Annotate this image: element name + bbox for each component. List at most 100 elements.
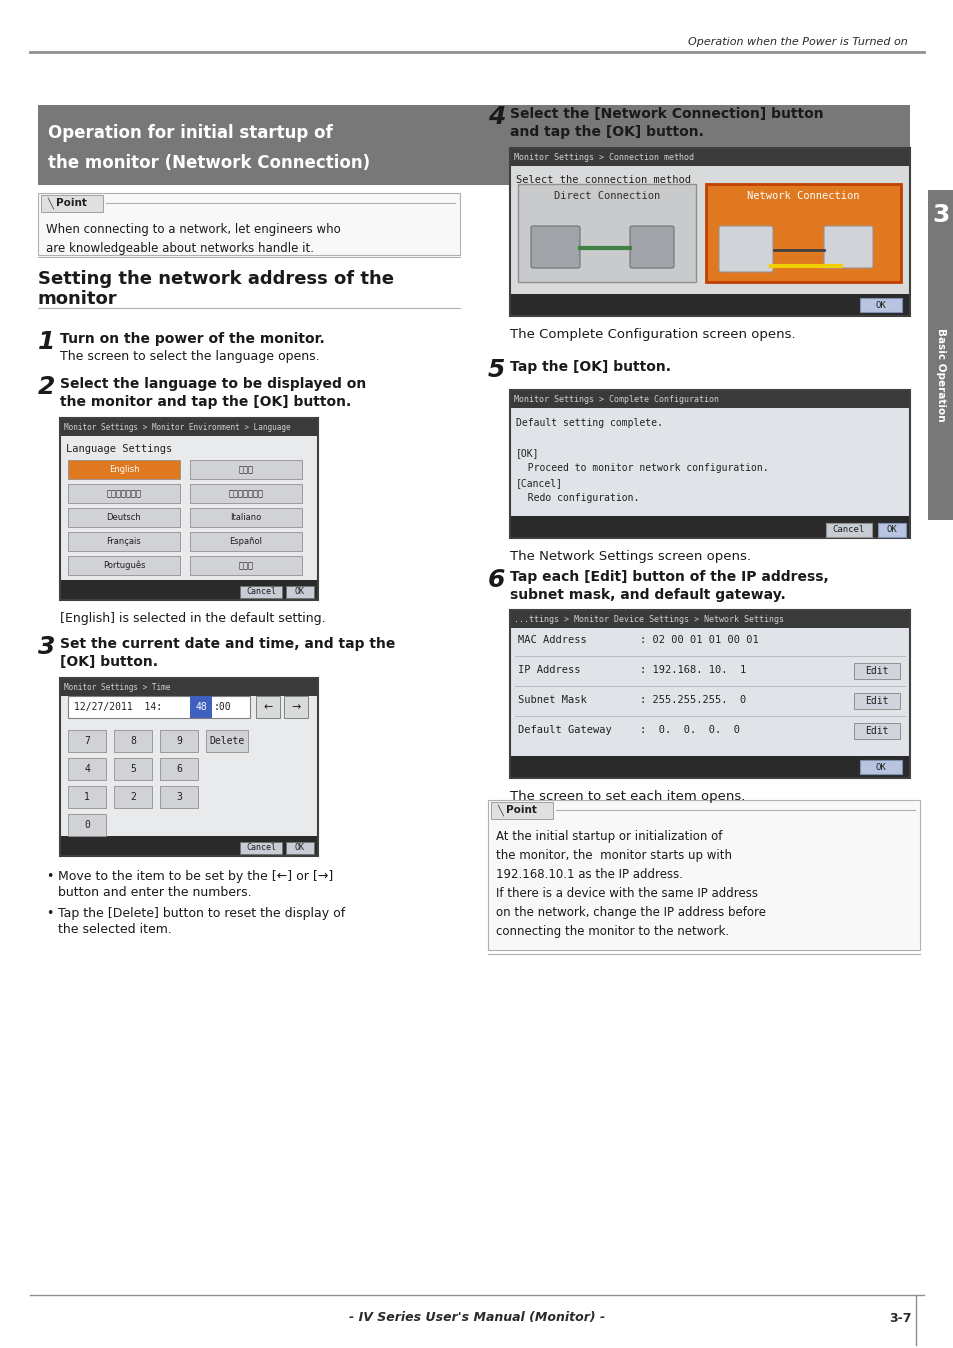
Text: : 255.255.255.  0: : 255.255.255. 0 (639, 696, 745, 705)
Text: the selected item.: the selected item. (58, 923, 172, 936)
FancyBboxPatch shape (510, 390, 909, 408)
FancyBboxPatch shape (68, 508, 180, 527)
Text: 5: 5 (488, 359, 505, 381)
Text: When connecting to a network, let engineers who
are knowledgeable about networks: When connecting to a network, let engine… (46, 222, 340, 255)
Text: Cancel: Cancel (832, 526, 864, 535)
Text: Cancel: Cancel (246, 844, 275, 852)
Text: Setting the network address of the: Setting the network address of the (38, 270, 394, 288)
FancyBboxPatch shape (190, 555, 302, 576)
FancyBboxPatch shape (927, 190, 953, 520)
FancyBboxPatch shape (510, 756, 909, 778)
FancyBboxPatch shape (60, 678, 317, 696)
Text: The screen to select the language opens.: The screen to select the language opens. (60, 350, 319, 363)
FancyBboxPatch shape (491, 802, 553, 820)
Text: English: English (109, 465, 139, 474)
Text: 3: 3 (931, 204, 948, 226)
Text: Français: Français (107, 537, 141, 546)
Text: The Complete Configuration screen opens.: The Complete Configuration screen opens. (510, 328, 795, 341)
Text: subnet mask, and default gateway.: subnet mask, and default gateway. (510, 588, 785, 603)
FancyBboxPatch shape (240, 586, 282, 599)
FancyBboxPatch shape (160, 758, 198, 780)
Text: OK: OK (294, 844, 305, 852)
Text: Tap each [Edit] button of the IP address,: Tap each [Edit] button of the IP address… (510, 570, 828, 584)
FancyBboxPatch shape (284, 696, 308, 718)
FancyBboxPatch shape (113, 731, 152, 752)
FancyBboxPatch shape (160, 731, 198, 752)
Text: ...ttings > Monitor Device Settings > Network Settings: ...ttings > Monitor Device Settings > Ne… (514, 615, 783, 624)
FancyBboxPatch shape (68, 758, 106, 780)
Text: At the initial startup or initialization of: At the initial startup or initialization… (496, 830, 721, 842)
FancyBboxPatch shape (190, 484, 302, 503)
Text: monitor: monitor (38, 290, 117, 307)
Text: If there is a device with the same IP address: If there is a device with the same IP ad… (496, 887, 758, 900)
Text: Español: Español (230, 537, 262, 546)
Text: : 02 00 01 01 00 01: : 02 00 01 01 00 01 (639, 635, 758, 644)
Text: 3: 3 (176, 793, 182, 802)
Text: OK: OK (875, 763, 885, 771)
Text: OK: OK (885, 526, 897, 535)
Text: Cancel: Cancel (246, 588, 275, 597)
Text: Network Connection: Network Connection (746, 191, 859, 201)
FancyBboxPatch shape (510, 628, 909, 778)
Text: 3: 3 (38, 635, 55, 659)
Text: The screen to set each item opens.: The screen to set each item opens. (510, 790, 744, 803)
Text: 中文（繁體字）: 中文（繁體字） (229, 489, 263, 497)
Text: 3-7: 3-7 (888, 1312, 911, 1325)
Text: Redo configuration.: Redo configuration. (516, 493, 639, 503)
FancyBboxPatch shape (286, 842, 314, 855)
Text: Move to the item to be set by the [←] or [→]: Move to the item to be set by the [←] or… (58, 869, 333, 883)
FancyBboxPatch shape (531, 226, 579, 268)
Text: IP Address: IP Address (517, 665, 579, 675)
Text: 6: 6 (488, 568, 505, 592)
FancyBboxPatch shape (240, 842, 282, 855)
FancyBboxPatch shape (41, 195, 103, 212)
Text: 9: 9 (176, 736, 182, 745)
Text: 中文（简体字）: 中文（简体字） (107, 489, 141, 497)
FancyBboxPatch shape (488, 799, 919, 950)
Text: Edit: Edit (864, 696, 888, 706)
Text: and tap the [OK] button.: and tap the [OK] button. (510, 125, 703, 139)
FancyBboxPatch shape (825, 523, 871, 537)
Text: 1: 1 (38, 330, 55, 355)
Text: [OK] button.: [OK] button. (60, 655, 158, 669)
FancyBboxPatch shape (68, 696, 250, 718)
FancyBboxPatch shape (68, 555, 180, 576)
FancyBboxPatch shape (510, 611, 909, 628)
Text: →: → (291, 702, 300, 712)
FancyBboxPatch shape (517, 183, 696, 282)
Text: button and enter the numbers.: button and enter the numbers. (58, 886, 252, 899)
FancyBboxPatch shape (853, 663, 899, 679)
Text: Point: Point (505, 805, 537, 816)
FancyBboxPatch shape (719, 226, 772, 272)
Text: the monitor (Network Connection): the monitor (Network Connection) (48, 154, 370, 171)
Text: 4: 4 (488, 105, 505, 129)
Text: Point: Point (56, 198, 87, 208)
Text: 4: 4 (84, 764, 90, 774)
Text: Default Gateway: Default Gateway (517, 725, 611, 735)
FancyBboxPatch shape (68, 484, 180, 503)
Text: Subnet Mask: Subnet Mask (517, 696, 586, 705)
Text: 한국어: 한국어 (238, 561, 253, 570)
Text: - IV Series User's Manual (Monitor) -: - IV Series User's Manual (Monitor) - (349, 1312, 604, 1325)
Text: Tap the [OK] button.: Tap the [OK] button. (510, 360, 670, 373)
Text: Italiano: Italiano (230, 514, 261, 522)
Text: connecting the monitor to the network.: connecting the monitor to the network. (496, 925, 728, 938)
Text: the monitor, the  monitor starts up with: the monitor, the monitor starts up with (496, 849, 731, 861)
Text: OK: OK (875, 301, 885, 310)
Text: Language Settings: Language Settings (66, 443, 172, 454)
Text: Deutsch: Deutsch (107, 514, 141, 522)
Text: Proceed to monitor network configuration.: Proceed to monitor network configuration… (516, 462, 768, 473)
FancyBboxPatch shape (510, 166, 909, 315)
Text: Tap the [Delete] button to reset the display of: Tap the [Delete] button to reset the dis… (58, 907, 345, 919)
Text: Default setting complete.: Default setting complete. (516, 418, 662, 429)
FancyBboxPatch shape (190, 460, 302, 479)
Text: Edit: Edit (864, 666, 888, 675)
FancyBboxPatch shape (60, 696, 317, 856)
Text: Operation when the Power is Turned on: Operation when the Power is Turned on (687, 36, 907, 47)
Text: 日本語: 日本語 (238, 465, 253, 474)
Text: •: • (46, 869, 53, 883)
FancyBboxPatch shape (823, 226, 872, 268)
FancyBboxPatch shape (510, 294, 909, 315)
Text: the monitor and tap the [OK] button.: the monitor and tap the [OK] button. (60, 395, 351, 408)
Text: Select the connection method: Select the connection method (516, 175, 690, 185)
